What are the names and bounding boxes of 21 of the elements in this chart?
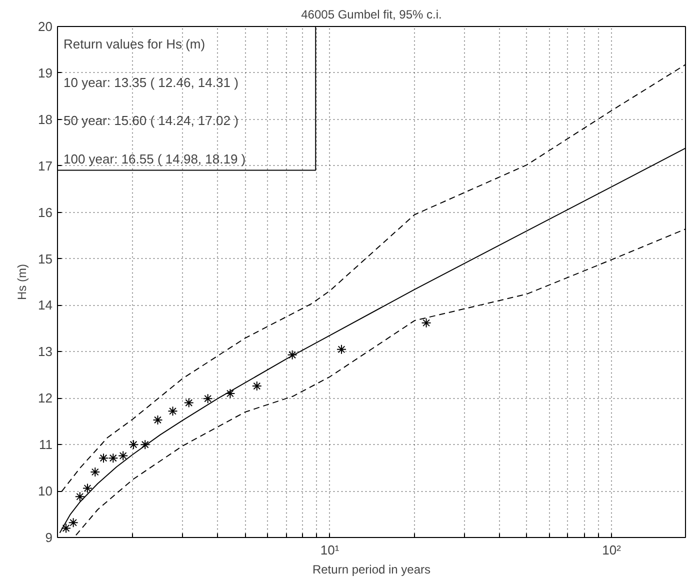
y-tick-label: 20 <box>38 19 53 34</box>
y-tick-label: 14 <box>38 298 53 313</box>
annotation: 100 year: 16.55 ( 14.98, 18.19 ) <box>64 151 246 166</box>
y-tick-label: 19 <box>38 65 53 80</box>
y-tick-label: 17 <box>38 158 53 174</box>
y-tick-label: 13 <box>38 344 53 360</box>
y-tick-label: 12 <box>38 390 53 406</box>
y-tick-label: 16 <box>38 204 53 220</box>
y-tick-label: 9 <box>45 530 53 545</box>
annotation: Return values for Hs (m) <box>64 36 206 52</box>
x-axis-title: Return period in years <box>312 562 431 576</box>
y-axis-title: Hs (m) <box>15 264 30 300</box>
annotation: 50 year: 15.60 ( 14.24, 17.02 ) <box>64 113 238 128</box>
chart-title: 46005 Gumbel fit, 95% c.i. <box>301 8 442 22</box>
y-tick-label: 15 <box>38 251 53 266</box>
annotation: 10 year: 13.35 ( 12.46, 14.31 ) <box>64 74 238 90</box>
x-tick-label: 10¹ <box>320 542 340 558</box>
y-tick-label: 10 <box>38 484 53 499</box>
y-tick-label: 11 <box>39 437 53 452</box>
y-tick-label: 18 <box>38 112 53 127</box>
x-tick-label: 10² <box>602 542 622 558</box>
